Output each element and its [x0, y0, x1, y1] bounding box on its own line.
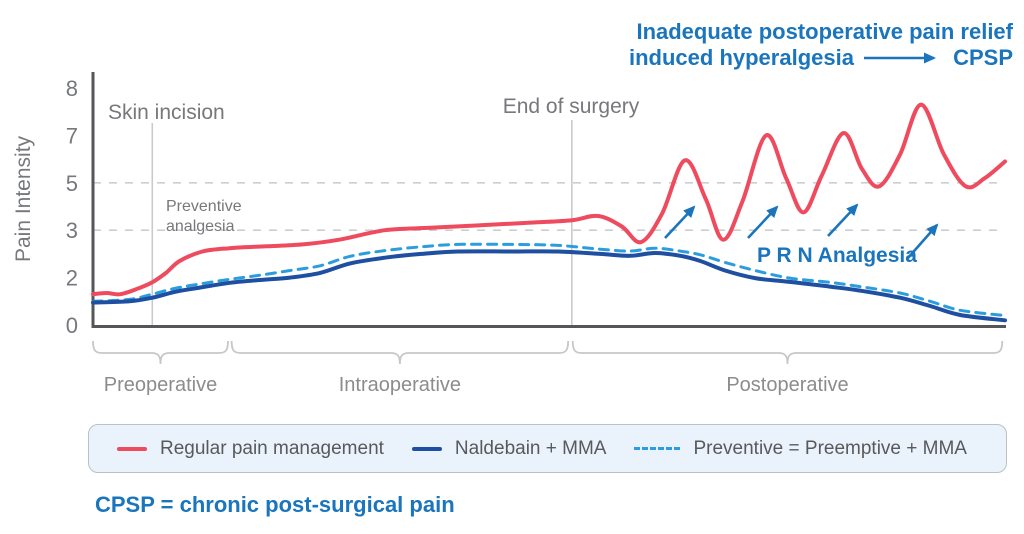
- y-tick-0: 0: [66, 313, 78, 338]
- y-tick-8: 8: [66, 76, 78, 101]
- prn-arrow-4: [907, 223, 939, 259]
- preventive-note-line2: analgesia: [166, 218, 235, 235]
- legend-box: Regular pain management Naldebain + MMA …: [88, 424, 1007, 473]
- cpsp-label: CPSP: [953, 45, 1013, 70]
- preventive-analgesia-note: Preventive analgesia: [166, 198, 242, 235]
- postoperative-label: Postoperative: [726, 374, 848, 396]
- pain-intensity-chart: 8 7 5 3 2 0 Pain Intensity Skin incision…: [12, 19, 1014, 396]
- y-axis-ticks: 8 7 5 3 2 0: [66, 76, 78, 338]
- prn-arrow-2: [747, 205, 779, 239]
- series-lines: [91, 102, 1007, 323]
- legend-label-preventive: Preventive = Preemptive + MMA: [693, 437, 967, 459]
- cpsp-footnote: CPSP = chronic post-surgical pain: [95, 492, 455, 517]
- naldebain-line-swatch: [411, 446, 442, 451]
- phase-braces: [92, 340, 1004, 365]
- gridlines: [93, 182, 1005, 231]
- y-axis-label: Pain Intensity: [12, 135, 35, 262]
- axes: [91, 72, 1006, 328]
- legend-item-preventive: Preventive = Preemptive + MMA: [634, 438, 967, 460]
- legend-item-regular: Regular pain management: [117, 438, 384, 460]
- hyperalgesia-annotation: Inadequate postoperative pain relief ind…: [629, 19, 1014, 70]
- legend-label-regular: Regular pain management: [160, 437, 384, 459]
- y-tick-2: 2: [66, 266, 78, 291]
- hyperalgesia-line1: Inadequate postoperative pain relief: [636, 19, 1013, 44]
- end-of-surgery-label: End of surgery: [503, 95, 640, 118]
- preoperative-label: Preoperative: [104, 374, 217, 396]
- y-tick-5: 5: [66, 171, 78, 196]
- y-tick-3: 3: [66, 218, 78, 243]
- regular-pain-line: [91, 102, 1007, 297]
- legend-label-naldebain: Naldebain + MMA: [454, 437, 607, 459]
- prn-arrow-1: [664, 205, 696, 239]
- prn-analgesia-annotation: P R N Analgesia: [664, 203, 939, 267]
- preventive-preemptive-line: [91, 242, 1007, 317]
- postoperative-brace: [571, 340, 1004, 365]
- naldebain-mma-line: [91, 249, 1007, 323]
- intraoperative-label: Intraoperative: [339, 374, 461, 396]
- prn-analgesia-label: P R N Analgesia: [757, 244, 917, 267]
- skin-incision-label: Skin incision: [108, 101, 225, 124]
- regular-line-swatch: [117, 446, 147, 451]
- phase-labels: Preoperative Intraoperative Postoperativ…: [104, 374, 849, 396]
- preventive-line-swatch: [634, 447, 681, 450]
- hyperalgesia-line2: induced hyperalgesia: [629, 45, 855, 70]
- prn-arrow-3: [827, 203, 859, 237]
- legend-item-naldebain: Naldebain + MMA: [411, 437, 607, 460]
- preoperative-brace: [92, 340, 229, 365]
- preventive-note-line1: Preventive: [166, 198, 242, 215]
- y-tick-7: 7: [66, 123, 78, 148]
- intraoperative-brace: [230, 340, 570, 365]
